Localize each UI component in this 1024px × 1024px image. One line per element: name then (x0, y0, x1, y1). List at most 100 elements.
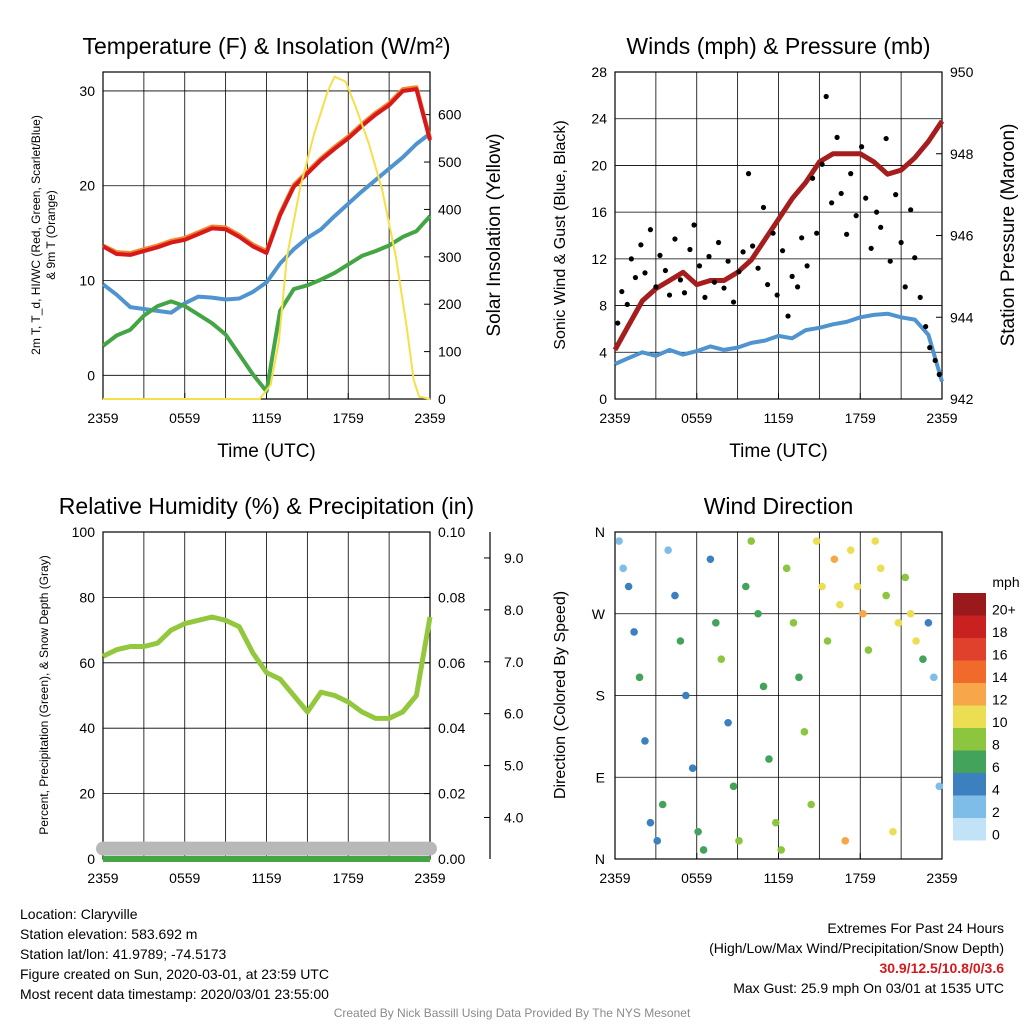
wind-gust-point (936, 371, 942, 378)
wind-ytick-label: 0 (599, 391, 607, 407)
wind-gust-point (740, 249, 746, 255)
dir-point (777, 846, 786, 854)
wind-gust-point (774, 292, 780, 298)
wind-gust-point (809, 175, 816, 181)
rh-ytick-label: 60 (79, 655, 95, 671)
wind-gust-point (711, 279, 718, 285)
dir-legend-swatch (953, 705, 986, 728)
created-line: Figure created on Sun, 2020-03-01, at 23… (20, 966, 329, 982)
wind-gust-point (819, 161, 825, 167)
wind-ytick-label: 16 (591, 204, 607, 220)
rh-xtick-label: 2359 (414, 870, 445, 886)
dir-legend-title: mph (992, 574, 1019, 590)
station-info: Location: Claryville Station elevation: … (20, 904, 329, 1004)
dir-point (630, 628, 638, 636)
dir-point (864, 646, 873, 654)
location-line: Location: Claryville (20, 906, 138, 922)
wind-gust-point (789, 273, 795, 279)
wind-gust-point (657, 252, 663, 258)
dir-legend-swatch (953, 728, 986, 751)
wind-gust-point (619, 288, 625, 295)
wind-gust-point (662, 267, 669, 274)
dir-point (615, 537, 623, 545)
dir-point (901, 573, 910, 582)
wind-gust-point (829, 200, 835, 206)
dir-point (676, 637, 685, 645)
dir-ytick-label: S (596, 688, 605, 704)
wind-gust-point (912, 255, 918, 261)
dir-xtick-label: 0559 (681, 870, 712, 886)
wind-y2tick-label: 950 (950, 64, 974, 80)
rh-title: Relative Humidity (%) & Precipitation (i… (59, 493, 474, 519)
wind-gust-point (898, 239, 904, 246)
dir-ylabel: Direction (Colored By Speed) (552, 591, 569, 799)
temp-ytick-label: 10 (79, 273, 95, 289)
extremes-info: Extremes For Past 24 Hours (High/Low/Max… (709, 918, 1004, 998)
temp-y2tick-label: 200 (438, 296, 462, 312)
wind-ytick-label: 4 (599, 344, 607, 360)
dir-point (653, 837, 662, 845)
dir-legend-label: 20+ (992, 601, 1016, 617)
dir-point (812, 537, 821, 545)
wind-ytick-label: 8 (599, 298, 607, 314)
temp-series-yellow (103, 75, 431, 400)
wind-gust-point (681, 290, 688, 296)
dir-legend-label: 16 (992, 646, 1008, 662)
dir-point (882, 591, 890, 600)
rh-y3tick-label: 4.0 (504, 809, 524, 825)
rh-y3tick-label: 8.0 (504, 602, 524, 618)
wind-gust-point (917, 294, 923, 300)
dir-point (641, 737, 649, 745)
wind-gust-point (721, 285, 727, 291)
dir-legend-label: 6 (992, 759, 1000, 775)
dir-point (765, 755, 773, 763)
wind-gust-point (848, 171, 854, 177)
rh-ytick-label: 0 (87, 851, 95, 867)
dir-point (742, 582, 750, 591)
wind-ytick-label: 12 (591, 251, 607, 267)
dir-point (699, 846, 708, 854)
dir-xtick-label: 1759 (845, 870, 876, 886)
wind-xtick-label: 2359 (599, 410, 630, 426)
dir-point (735, 837, 743, 845)
temp-y2tick-label: 400 (438, 201, 462, 217)
dir-xtick-label: 2359 (926, 870, 957, 886)
wind-ylabel: Sonic Wind & Gust (Blue, Black) (552, 120, 569, 349)
wind-gust-point (677, 277, 684, 283)
temp-xtick-label: 1159 (251, 410, 281, 426)
wind-gust-point (844, 231, 850, 237)
dir-legend-swatch (953, 795, 986, 818)
dir-title: Wind Direction (704, 493, 854, 519)
dir-point (782, 564, 791, 573)
dir-point (871, 537, 880, 545)
dir-point (807, 800, 815, 809)
rh-y2tick-label: 0.08 (438, 589, 465, 605)
max-gust-line: Max Gust: 25.9 mph On 03/01 at 1535 UTC (733, 980, 1004, 996)
wind-gust-point (823, 93, 829, 100)
dir-point (894, 619, 903, 627)
dir-point (759, 682, 768, 691)
wind-gust-point (666, 292, 673, 298)
rh-y2tick-label: 0.02 (438, 786, 465, 802)
timestamp-line: Most recent data timestamp: 2020/03/01 2… (20, 986, 329, 1002)
dir-legend-label: 0 (992, 826, 1000, 842)
wind-gust-point (672, 236, 678, 242)
wind-gust-point (770, 230, 776, 236)
rh-xtick-label: 1759 (333, 870, 364, 886)
dir-point (795, 673, 803, 682)
wind-gust-point (785, 313, 791, 319)
wind-series-blue (614, 311, 944, 383)
dir-legend-swatch (953, 638, 986, 661)
extremes-values: 30.9/12.5/10.8/0/3.6 (879, 960, 1004, 976)
wind-xtick-label: 1159 (763, 410, 793, 426)
wind-y2tick-label: 948 (950, 146, 974, 162)
dir-point (853, 582, 862, 591)
dir-point (912, 637, 920, 645)
wind-y2tick-label: 944 (950, 309, 974, 325)
dir-point (859, 609, 867, 618)
dir-point (789, 619, 798, 627)
dir-point (930, 673, 938, 682)
dir-ytick-label: E (596, 769, 605, 785)
rh-ytick-label: 20 (79, 786, 95, 802)
wind-gust-point (893, 192, 899, 198)
